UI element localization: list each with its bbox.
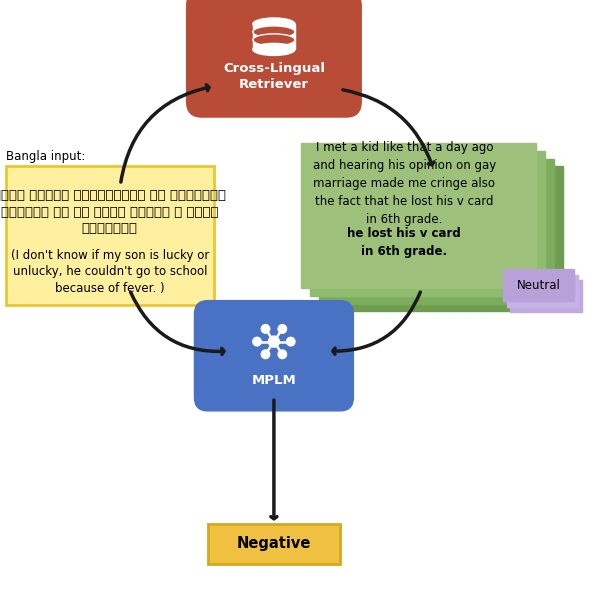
FancyBboxPatch shape (301, 143, 536, 288)
FancyBboxPatch shape (507, 275, 578, 307)
Text: Cross-Lingual
Retriever: Cross-Lingual Retriever (223, 62, 325, 91)
FancyBboxPatch shape (503, 269, 574, 301)
Ellipse shape (253, 43, 295, 55)
FancyBboxPatch shape (319, 159, 554, 304)
Text: Top: Top (316, 150, 340, 163)
Text: he lost his v card
in 6th grade.: he lost his v card in 6th grade. (347, 227, 461, 257)
FancyBboxPatch shape (6, 166, 214, 305)
Text: retrieved English samples:: retrieved English samples: (336, 150, 497, 163)
Text: I met a kid like that a day ago
and hearing his opinion on gay
marriage made me : I met a kid like that a day ago and hear… (312, 141, 496, 226)
Text: k: k (329, 150, 336, 163)
Circle shape (261, 350, 270, 359)
Text: Bangla input:: Bangla input: (6, 150, 85, 163)
Ellipse shape (253, 18, 295, 30)
FancyBboxPatch shape (253, 24, 295, 49)
FancyBboxPatch shape (187, 0, 361, 117)
Ellipse shape (253, 34, 295, 46)
Circle shape (287, 338, 295, 346)
Circle shape (278, 325, 287, 333)
FancyBboxPatch shape (208, 524, 340, 564)
Text: (I don't know if my son is lucky or
unlucky, he couldn't go to school
because of: (I don't know if my son is lucky or unlu… (11, 249, 209, 294)
Text: he lost his v card
in 6th grade.: he lost his v card in 6th grade. (347, 227, 461, 257)
FancyBboxPatch shape (310, 151, 545, 296)
Text: Neutral: Neutral (517, 278, 560, 292)
FancyBboxPatch shape (194, 301, 353, 411)
FancyBboxPatch shape (510, 280, 582, 312)
Text: আমার ছেলের দুর্ভাগ্য না জৌভাগ্য
জানিনা ঘর এর জন্য স্কুল এ যেতে
পারেনি।: আমার ছেলের দুর্ভাগ্য না জৌভাগ্য জানিনা ঘ… (0, 189, 226, 235)
Circle shape (253, 338, 261, 346)
FancyBboxPatch shape (328, 166, 563, 311)
Text: MPLM: MPLM (252, 374, 296, 387)
Circle shape (261, 325, 270, 333)
Circle shape (268, 336, 279, 347)
Text: Negative: Negative (237, 536, 311, 551)
Circle shape (278, 350, 287, 359)
Ellipse shape (253, 26, 295, 38)
